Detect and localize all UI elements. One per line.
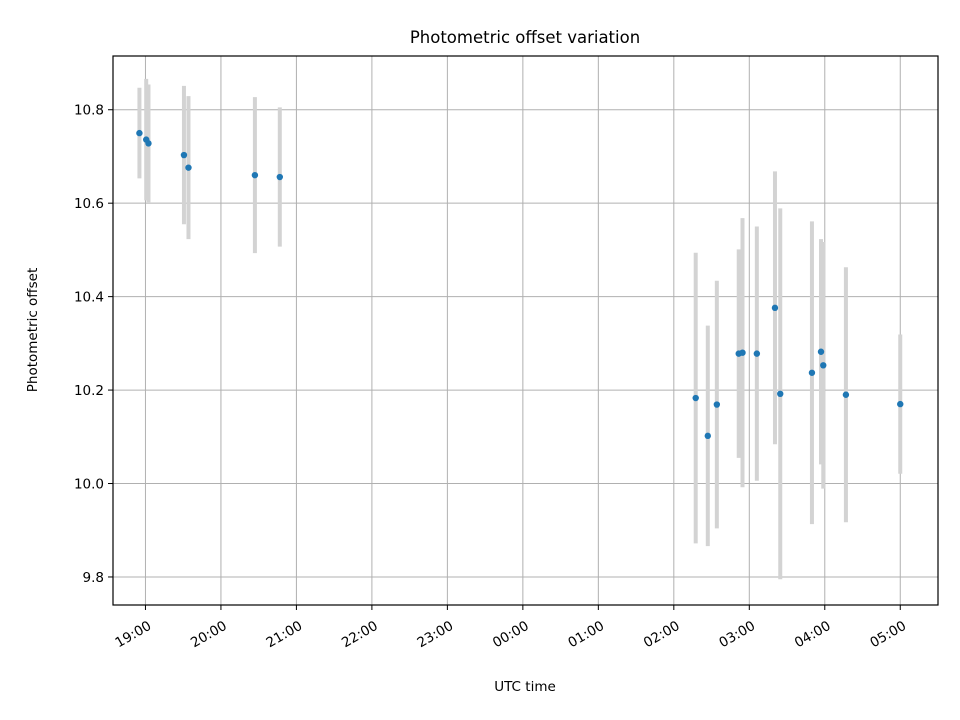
- data-point: [185, 164, 192, 171]
- y-tick-label: 10.6: [74, 196, 104, 212]
- x-axis-label: UTC time: [494, 679, 556, 695]
- data-point: [817, 348, 825, 355]
- data-point: [842, 391, 850, 398]
- data-point: [820, 362, 827, 369]
- y-axis-label: Photometric offset: [25, 268, 41, 392]
- data-point: [251, 171, 259, 179]
- y-tick-label: 10.8: [74, 103, 104, 119]
- y-tick-label: 10.2: [74, 383, 104, 399]
- data-point: [713, 401, 721, 408]
- data-point: [771, 304, 779, 312]
- data-point: [897, 400, 904, 408]
- data-point: [180, 151, 188, 159]
- y-tick-label: 10.0: [74, 477, 104, 493]
- data-points: [136, 129, 904, 440]
- data-point: [777, 390, 784, 398]
- data-point: [145, 140, 152, 147]
- grid: [113, 56, 938, 605]
- chart-title: Photometric offset variation: [410, 28, 640, 47]
- y-tick-label: 9.8: [83, 570, 104, 586]
- data-point: [739, 349, 746, 356]
- data-point: [276, 173, 284, 181]
- data-point: [692, 394, 699, 402]
- plot-frame: [112, 55, 939, 606]
- data-point: [808, 369, 816, 376]
- data-point: [704, 432, 711, 440]
- data-point: [136, 129, 143, 137]
- y-tick-label: 10.4: [74, 290, 104, 306]
- y-axis-ticks: 9.8 10.0 10.2 10.4 10.6 10.8: [74, 103, 113, 586]
- data-point: [753, 350, 761, 357]
